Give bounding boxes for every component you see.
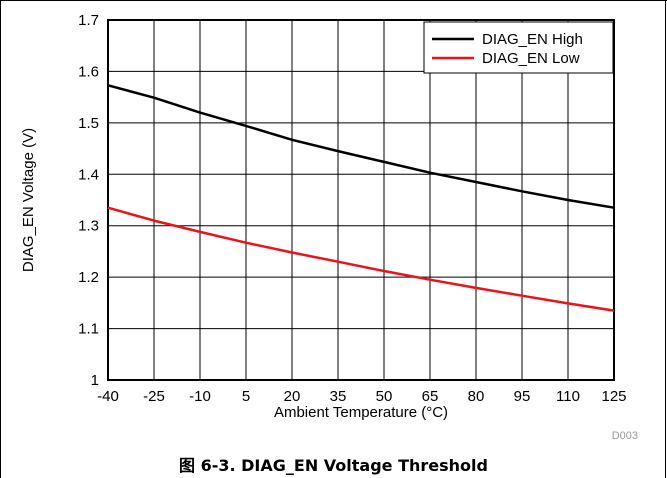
x-axis-title: Ambient Temperature (°C) <box>274 404 448 421</box>
x-tick-label: -10 <box>189 388 211 405</box>
x-tick-label: 5 <box>242 388 250 405</box>
series-layer <box>107 84 615 312</box>
x-tick-label: 65 <box>422 388 439 405</box>
line-chart: -40 -25 -10 5 20 35 50 65 80 95 110 125 11.11.21.31… <box>20 12 638 442</box>
x-tick-label: 80 <box>468 388 485 405</box>
x-tick-label: 110 <box>556 388 580 405</box>
grid-lines <box>107 19 615 381</box>
legend: DIAG_EN High DIAG_EN Low <box>423 21 614 74</box>
y-tick-label: 1.4 <box>78 166 99 183</box>
x-tick-label: 50 <box>376 388 393 405</box>
y-tick-label: 1.7 <box>78 12 99 29</box>
y-tick-label: 1.6 <box>78 63 99 80</box>
y-tick-label: 1 <box>91 372 99 389</box>
y-tick-label: 1.1 <box>78 321 99 338</box>
x-tick-label: 35 <box>330 388 347 405</box>
figure-caption: 图 6-3. DIAG_EN Voltage Threshold <box>179 456 488 475</box>
x-axis-ticks: -40 -25 -10 5 20 35 50 65 80 95 110 125 <box>97 388 626 405</box>
y-tick-label: 1.5 <box>78 115 99 132</box>
x-tick-label: 95 <box>514 388 531 405</box>
y-tick-label: 1.3 <box>78 218 99 235</box>
y-axis-ticks: 1 1.1 1.2 1.3 1.4 1.5 1.6 1.7 <box>78 12 99 389</box>
series-line-high <box>107 84 615 209</box>
y-axis-title: DIAG_EN Voltage (V) <box>20 128 37 272</box>
legend-label: DIAG_EN High <box>482 31 583 48</box>
plot-area <box>107 19 615 381</box>
legend-box <box>423 21 614 74</box>
x-tick-label: 125 <box>601 388 626 405</box>
x-tick-label: -25 <box>143 388 165 405</box>
figure-frame-top <box>0 0 667 1</box>
series-line-low <box>107 206 615 312</box>
figure-code: D003 <box>612 430 638 442</box>
x-tick-label: 20 <box>284 388 301 405</box>
y-tick-label: 1.2 <box>78 269 99 286</box>
legend-label: DIAG_EN Low <box>482 50 580 67</box>
x-tick-label: -40 <box>97 388 119 405</box>
